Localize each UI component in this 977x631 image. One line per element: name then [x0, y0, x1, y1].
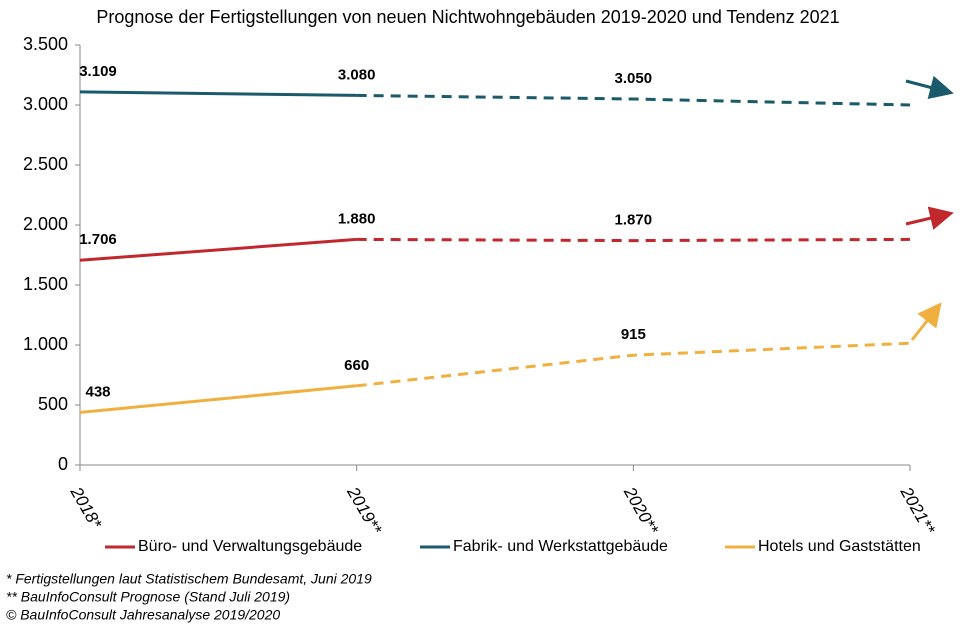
chart-title: Prognose der Fertigstellungen von neuen …	[96, 7, 839, 27]
y-tick-label: 1.000	[23, 334, 68, 354]
x-tick-label: 2020**	[619, 483, 662, 539]
data-label: 660	[344, 357, 369, 374]
legend-label: Hotels und Gaststätten	[758, 538, 921, 555]
y-tick-label: 1.500	[23, 274, 68, 294]
data-label: 3.050	[615, 70, 653, 87]
data-label: 1.706	[79, 231, 117, 248]
legend-label: Fabrik- und Werkstattgebäude	[453, 538, 668, 555]
legend-label: Büro- und Verwaltungsgebäude	[138, 538, 362, 555]
footnote: © BauInfoConsult Jahresanalyse 2019/2020	[6, 607, 280, 623]
data-label: 1.870	[615, 212, 653, 229]
x-tick-label: 2019**	[343, 483, 386, 539]
y-tick-label: 3.500	[23, 34, 68, 54]
trend-arrow	[905, 75, 954, 100]
series-line	[79, 90, 357, 97]
series-line	[356, 341, 911, 388]
series-line	[356, 93, 911, 107]
series-line	[79, 237, 357, 262]
y-tick-label: 500	[38, 394, 68, 414]
trend-arrow	[910, 302, 942, 341]
y-tick-label: 0	[58, 454, 68, 474]
footnote: * Fertigstellungen laut Statistischem Bu…	[6, 571, 372, 587]
series-line	[79, 384, 357, 414]
y-tick-label: 3.000	[23, 94, 68, 114]
data-label: 3.080	[338, 66, 376, 83]
footnote: ** BauInfoConsult Prognose (Stand Juli 2…	[6, 589, 290, 605]
data-label: 3.109	[79, 63, 117, 80]
x-tick-label: 2018*	[66, 483, 106, 533]
series-line	[356, 237, 911, 243]
data-label: 1.880	[338, 210, 376, 227]
trend-arrow	[905, 206, 954, 230]
data-label: 915	[621, 326, 646, 343]
x-tick-label: 2021**	[896, 483, 939, 539]
data-label: 438	[85, 383, 110, 400]
y-tick-label: 2.500	[23, 154, 68, 174]
y-tick-label: 2.000	[23, 214, 68, 234]
